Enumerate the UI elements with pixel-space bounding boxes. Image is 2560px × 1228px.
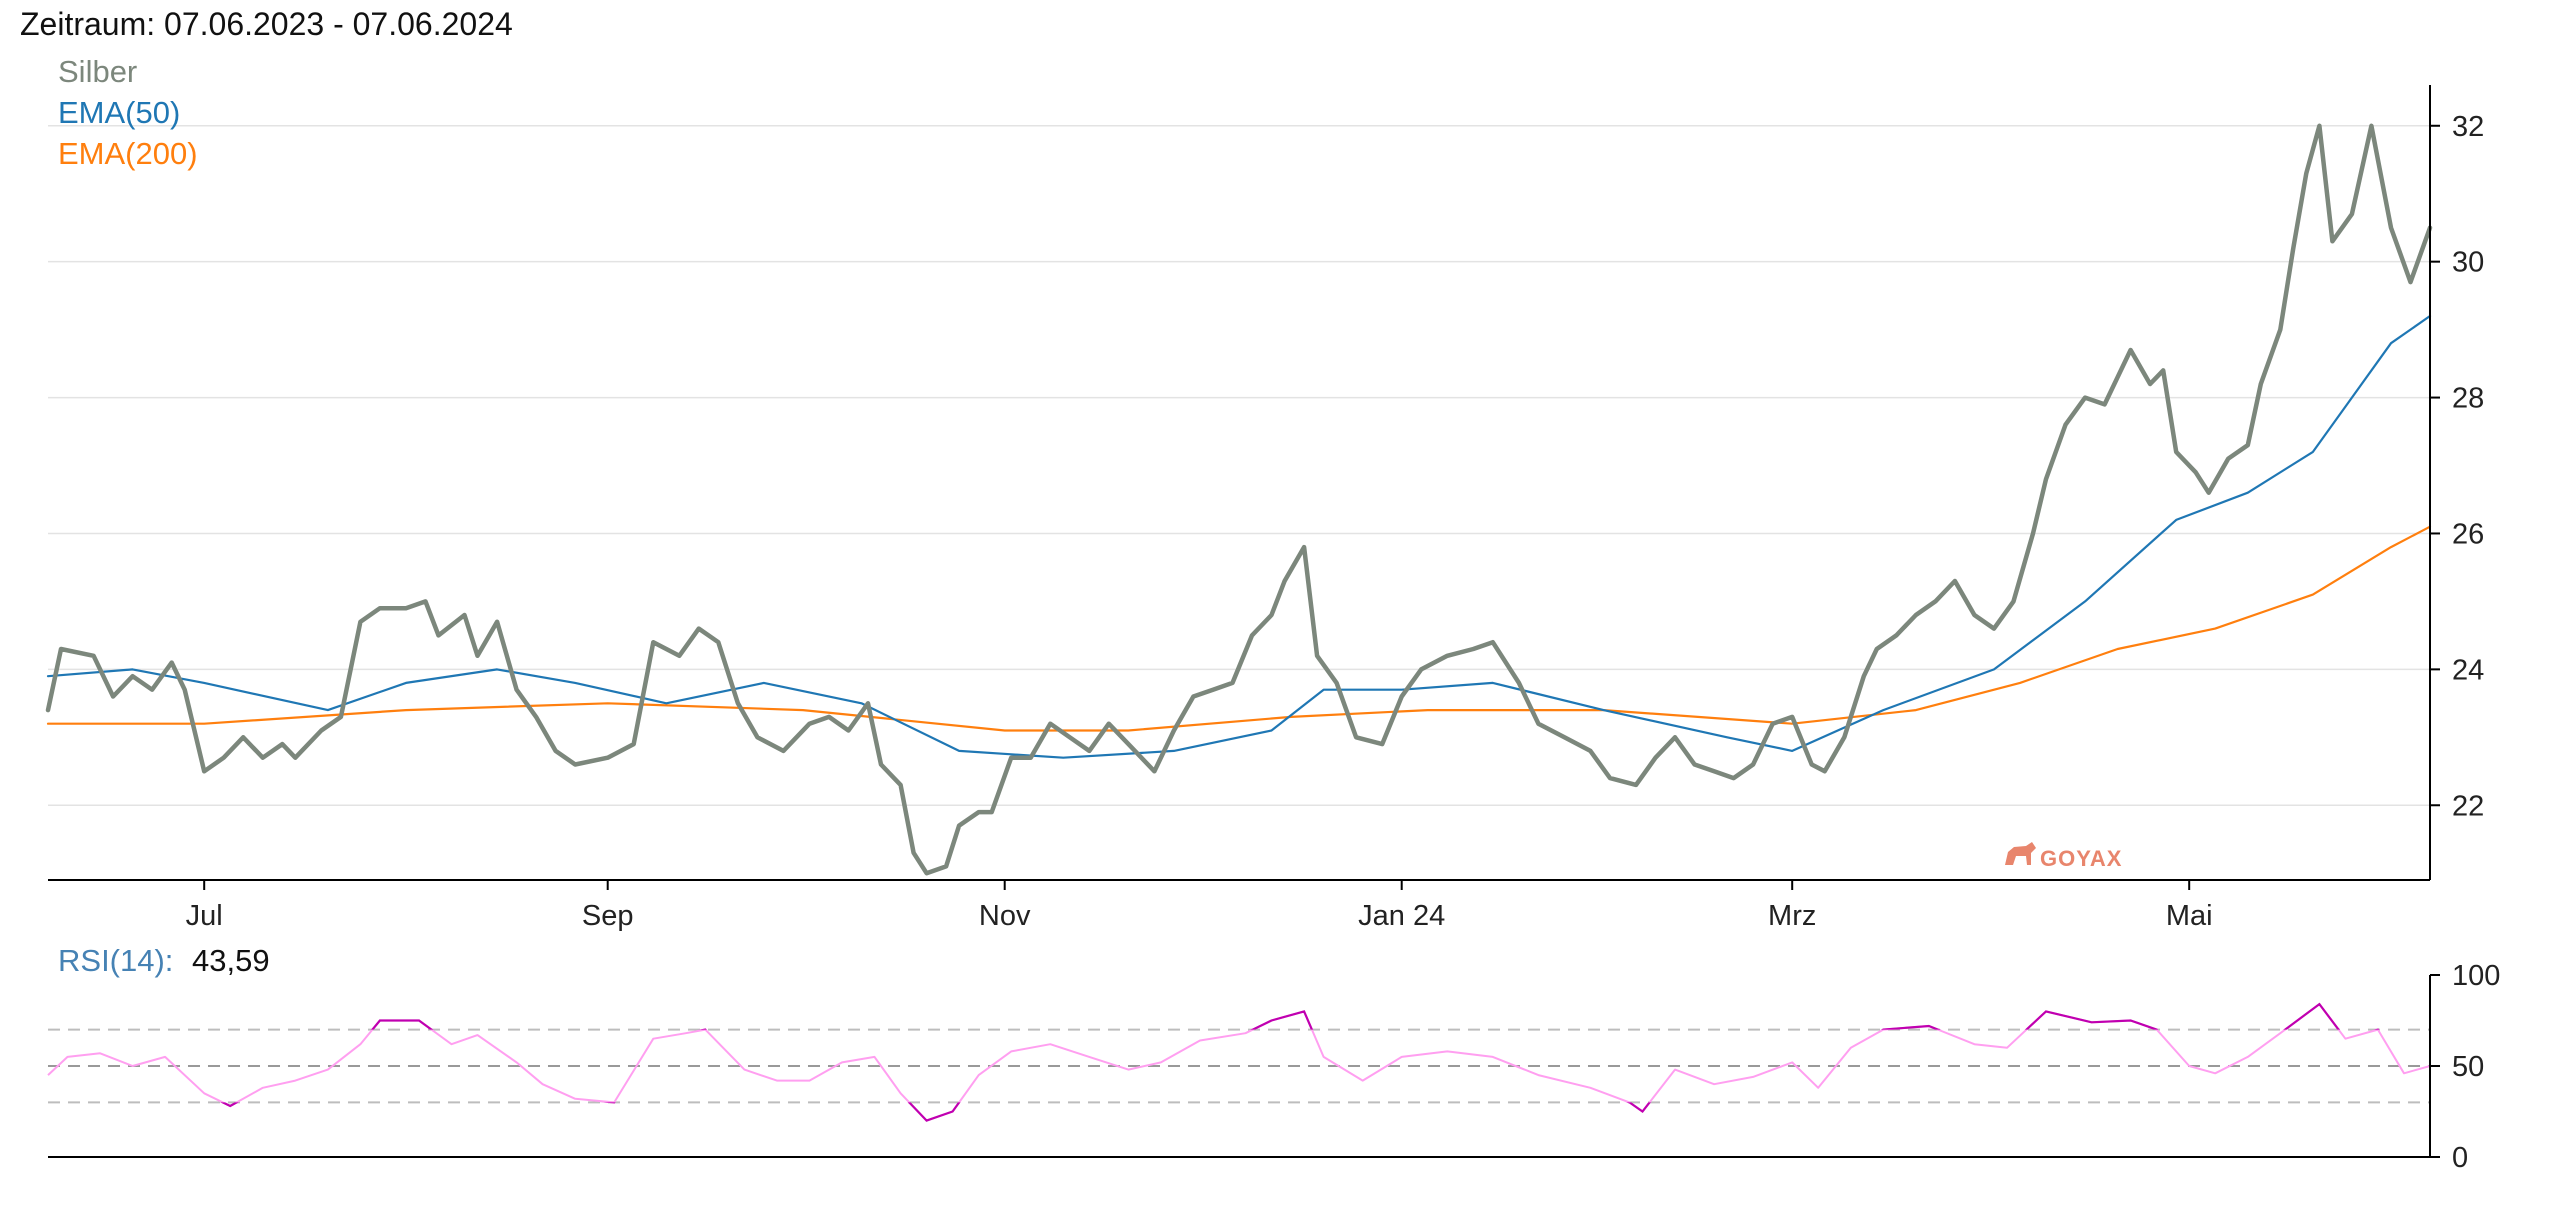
series-line-ema200 xyxy=(46,525,2432,732)
x-axis: Jul Sep Nov Jan 24 Mrz Mai xyxy=(186,880,2213,932)
legend-item-ema200: EMA(200) xyxy=(58,136,198,171)
y-tick-label: 30 xyxy=(2452,247,2484,279)
x-tick-label: Nov xyxy=(979,900,1031,932)
y-tick-label: 28 xyxy=(2452,383,2484,415)
legend: Silber EMA(50) EMA(200) xyxy=(58,54,198,171)
x-tick-label: Mai xyxy=(2166,900,2213,932)
rsi-label: RSI(14): 43,59 xyxy=(58,943,270,978)
x-tick-label: Jul xyxy=(186,900,223,932)
main-series xyxy=(45,123,2433,876)
main-y-axis: 22 24 26 28 30 32 xyxy=(2430,111,2484,822)
main-grid xyxy=(48,125,2430,807)
y-tick-label: 26 xyxy=(2452,518,2484,550)
legend-item-ema50: EMA(50) xyxy=(58,95,180,130)
rsi-y-tick-label: 50 xyxy=(2452,1051,2484,1083)
rsi-y-axis: 0 50 100 xyxy=(2430,960,2500,1174)
x-tick-label: Mrz xyxy=(1768,900,1816,932)
svg-text:RSI(14): 43,59: RSI(14): 43,59 xyxy=(58,943,270,978)
rsi-overbought-line xyxy=(370,1002,2380,1030)
y-tick-label: 32 xyxy=(2452,111,2484,143)
watermark: GOYAX xyxy=(2005,842,2122,871)
legend-item-silber: Silber xyxy=(58,54,137,89)
rsi-series xyxy=(47,1002,2431,1122)
watermark-text: GOYAX xyxy=(2040,846,2122,871)
rsi-y-tick-label: 0 xyxy=(2452,1142,2468,1174)
x-tick-label: Jan 24 xyxy=(1358,900,1445,932)
y-tick-label: 22 xyxy=(2452,790,2484,822)
series-line-ema50 xyxy=(46,314,2432,759)
rsi-reference-lines xyxy=(48,1028,2430,1104)
rsi-name: RSI(14): xyxy=(58,943,173,978)
bull-logo-icon xyxy=(2005,842,2036,865)
rsi-y-tick-label: 100 xyxy=(2452,960,2500,992)
rsi-value: 43,59 xyxy=(192,943,270,978)
x-tick-label: Sep xyxy=(582,900,634,932)
series-line-silber xyxy=(45,123,2433,876)
y-tick-label: 24 xyxy=(2452,654,2484,686)
period-title: Zeitraum: 07.06.2023 - 07.06.2024 xyxy=(20,6,513,42)
